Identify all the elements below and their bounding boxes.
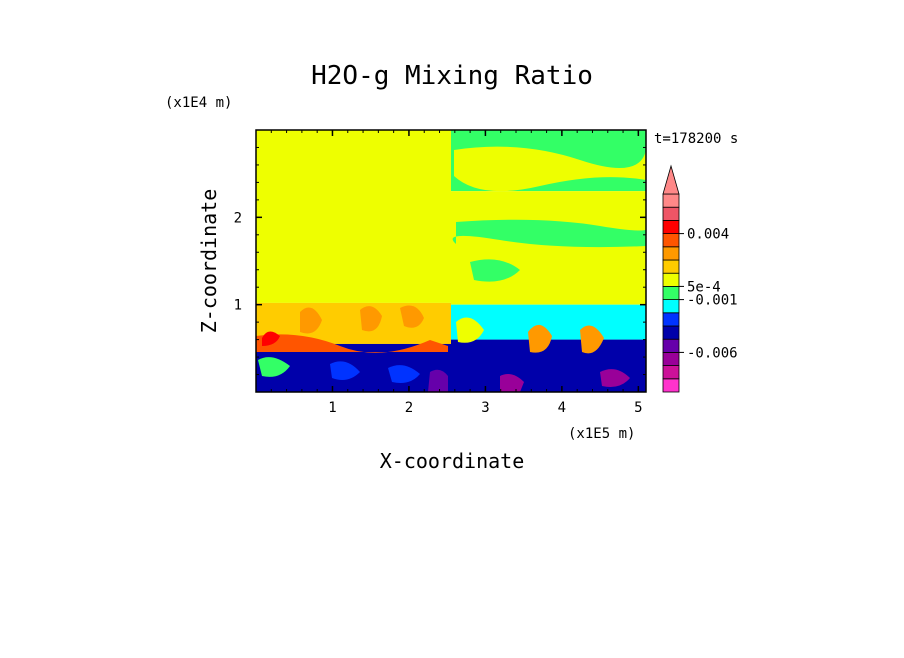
x-axis-label: X-coordinate — [380, 449, 525, 473]
colorbar-swatch — [662, 272, 680, 287]
colorbar-swatch — [662, 233, 680, 248]
right-magenta-patch-2 — [500, 374, 524, 392]
colorbar-swatch — [662, 365, 680, 380]
y-axis: 12 — [234, 146, 646, 376]
left-red-band — [256, 334, 448, 353]
right-orange-plume-1 — [528, 324, 552, 353]
colorbar-tick-label: 5e-4 — [687, 279, 721, 295]
x-unit-label: (x1E5 m) — [568, 426, 635, 442]
left-orange-plume-1 — [300, 307, 322, 334]
right-green-streak-1 — [454, 146, 646, 192]
colorbar-swatch — [662, 219, 680, 234]
colorbar-swatch — [662, 246, 680, 261]
left-cyan-patch-1 — [330, 361, 360, 380]
colorbar-swatch — [662, 206, 680, 221]
colorbar-swatch — [662, 378, 680, 393]
colorbar-swatch — [662, 325, 680, 340]
colorbar-swatch — [662, 259, 680, 274]
colorbar-swatch — [662, 193, 680, 208]
plot-frame — [255, 129, 647, 393]
time-label: t=178200 s — [654, 131, 738, 147]
x-tick-label: 2 — [405, 400, 413, 416]
right-yellow-plume — [456, 317, 484, 343]
right-magenta-patch — [600, 369, 630, 387]
colorbar-tick-label: 0.004 — [687, 227, 729, 243]
y-tick-label: 2 — [234, 210, 242, 226]
colorbar-extend-arrow — [662, 164, 680, 195]
colorbar-tick-label: -0.006 — [687, 345, 738, 361]
y-tick-label: 1 — [234, 298, 242, 314]
left-red-blob-1 — [262, 331, 280, 346]
x-axis: 1 2 3 4 5 — [270, 130, 643, 416]
colorbar-swatch — [662, 338, 680, 353]
colorbar-tick-label: -0.001 — [687, 293, 738, 309]
x-tick-label: 1 — [328, 400, 336, 416]
colorbar-swatch — [662, 299, 680, 314]
x-tick-label: 5 — [634, 400, 642, 416]
right-green-streak-2 — [456, 204, 646, 214]
chart-title: H2O-g Mixing Ratio — [311, 61, 593, 91]
right-orange-plume-2 — [580, 325, 604, 354]
left-cyan-patch-2 — [388, 365, 420, 383]
field-texture — [256, 146, 646, 392]
colorbar: 0.004 5e-4-0.001 -0.006 — [662, 164, 738, 393]
x-tick-label: 3 — [481, 400, 489, 416]
left-orange-plume-2 — [360, 306, 382, 332]
y-unit-label: (x1E4 m) — [165, 95, 232, 111]
y-axis-label: Z-coordinate — [197, 189, 221, 334]
left-purple-patch — [428, 369, 448, 392]
left-green-patch-1 — [258, 357, 290, 377]
field-region-0 — [256, 130, 451, 303]
colorbar-swatch — [662, 285, 680, 300]
colorbar-swatch — [662, 312, 680, 327]
right-green-streak-3 — [452, 219, 646, 248]
colorbar-swatch — [662, 351, 680, 366]
left-orange-plume-3 — [400, 305, 424, 328]
right-green-patch-4 — [470, 259, 520, 282]
x-tick-label: 4 — [558, 400, 566, 416]
